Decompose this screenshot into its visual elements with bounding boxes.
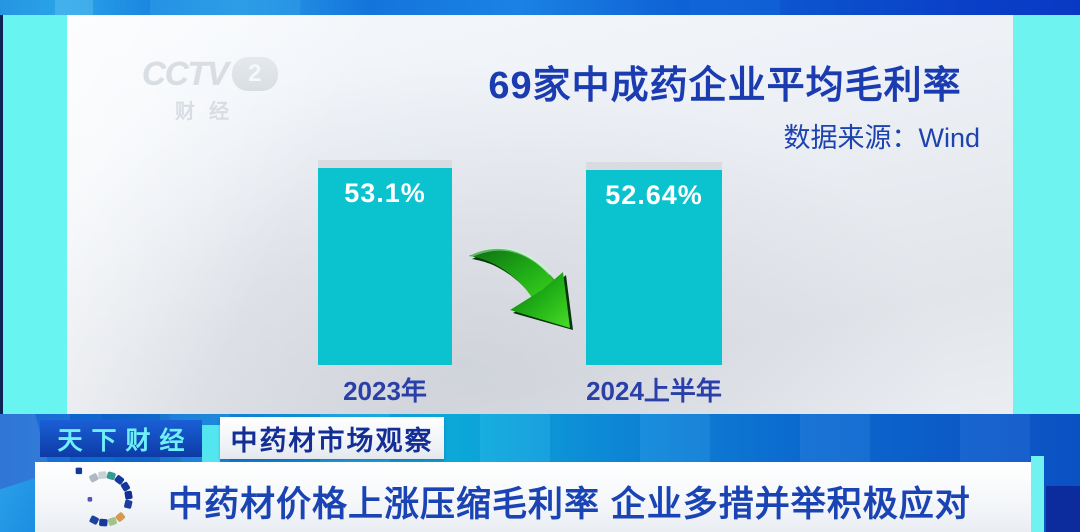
bar-cap [586, 162, 722, 170]
program-logo-icon [72, 464, 138, 530]
channel-2-badge: 2 [231, 57, 278, 91]
data-source: 数据来源：Wind [783, 123, 980, 153]
decline-arrow-icon [466, 230, 598, 330]
corner-block [1046, 486, 1080, 532]
bar-cap [318, 160, 452, 168]
bar-category-label: 2024上半年 [586, 376, 722, 406]
cctv-logo-text: CCTV [142, 55, 229, 92]
cyan-divider [1031, 456, 1044, 532]
channel-name: 财经 [175, 101, 243, 123]
bar-value-label: 52.64% [605, 180, 703, 210]
lower-third-banner: 天下财经 中药材市场观察 [0, 414, 1080, 532]
bar-2024h1: 52.64% [586, 170, 722, 365]
segment-badge-label: 中药材市场观察 [230, 425, 434, 456]
left-accent-strip [3, 15, 67, 414]
top-band-chip [690, 0, 780, 15]
badge-separator [202, 425, 220, 462]
left-dark-edge [0, 15, 3, 414]
bar-value-label: 53.1% [344, 178, 426, 208]
headline-text: 中药材价格上涨压缩毛利率 企业多措并举积极应对 [168, 485, 971, 524]
bar-category-label: 2023年 [343, 376, 427, 406]
top-accent-bar [0, 0, 1080, 15]
bar-2023: 53.1% [318, 168, 452, 365]
chart-panel: CCTV 2 财经 69家中成药企业平均毛利率 数据来源：Wind 53.1% … [67, 15, 1013, 414]
top-band-chip [55, 0, 93, 15]
headline-bar: 中药材价格上涨压缩毛利率 企业多措并举积极应对 [35, 462, 1031, 532]
top-band-chip [150, 0, 300, 15]
chart-title: 69家中成药企业平均毛利率 [488, 65, 962, 107]
program-badge-label: 天下财经 [57, 426, 194, 455]
segment-badge: 中药材市场观察 [220, 417, 444, 459]
program-badge: 天下财经 [40, 420, 202, 457]
right-accent-strip [1013, 15, 1080, 414]
cctv2-watermark: CCTV 2 财经 [142, 55, 292, 124]
